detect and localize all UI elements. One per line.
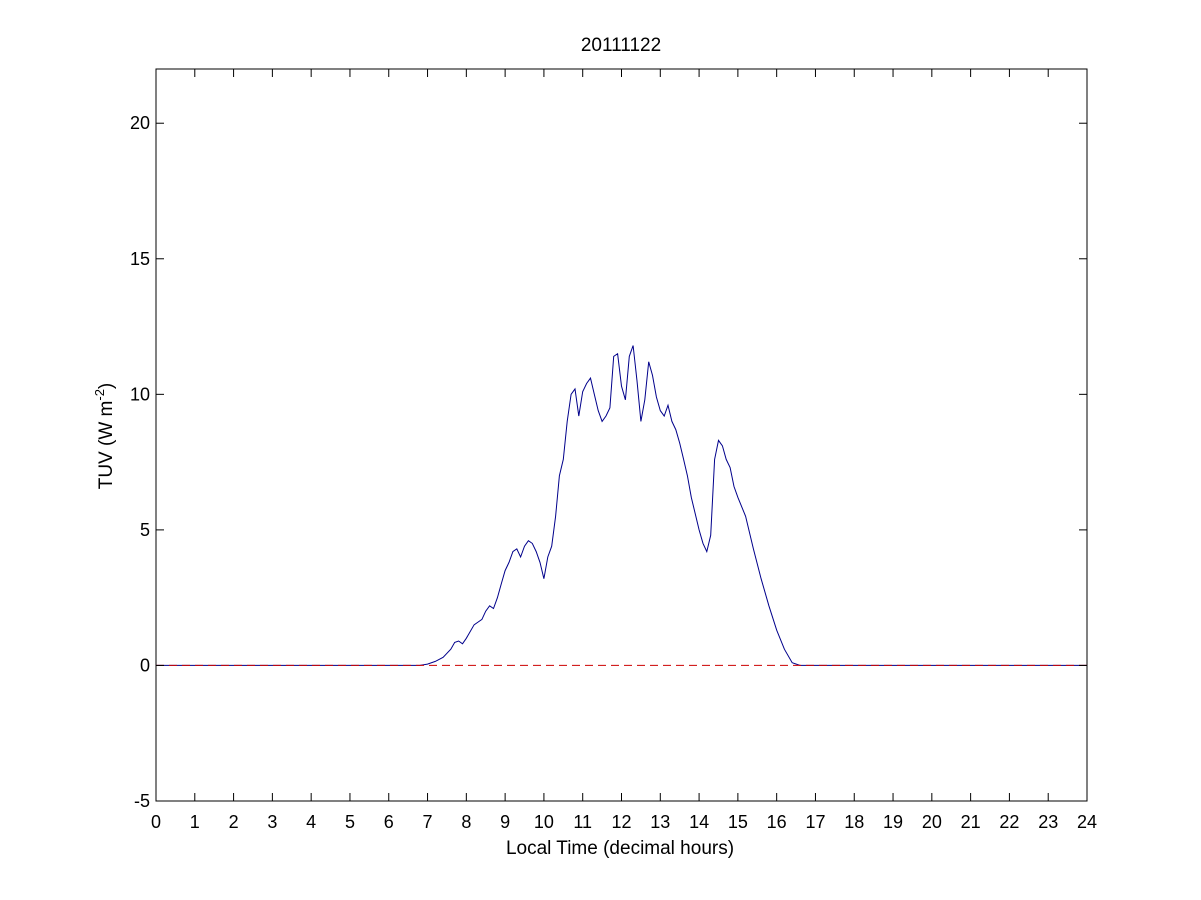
x-tick-label: 8: [461, 812, 471, 832]
x-tick-label: 20: [922, 812, 942, 832]
x-tick-label: 12: [611, 812, 631, 832]
y-axis-label: TUV (W m-2): [92, 383, 117, 490]
x-tick-label: 21: [961, 812, 981, 832]
ticks-layer: [155, 69, 1088, 802]
x-tick-label: 9: [500, 812, 510, 832]
x-tick-label: 2: [229, 812, 239, 832]
y-tick-label: 0: [140, 655, 150, 675]
x-tick-label: 3: [267, 812, 277, 832]
x-tick-label: 23: [1038, 812, 1058, 832]
y-tick-label: 15: [130, 249, 150, 269]
y-tick-label: 10: [130, 384, 150, 404]
x-tick-label: 14: [689, 812, 709, 832]
y-tick-label: 5: [140, 520, 150, 540]
x-axis-label: Local Time (decimal hours): [506, 838, 734, 859]
x-tick-label: 13: [650, 812, 670, 832]
y-tick-labels: -5 0 5 10 15 20: [130, 113, 150, 811]
x-tick-label: 22: [999, 812, 1019, 832]
x-tick-label: 16: [767, 812, 787, 832]
x-tick-label: 15: [728, 812, 748, 832]
x-tick-label: 4: [306, 812, 316, 832]
x-tick-label: 24: [1077, 812, 1097, 832]
x-tick-label: 7: [423, 812, 433, 832]
y-axis-label-close: ): [96, 383, 117, 389]
series-layer: [156, 345, 1087, 666]
x-tick-label: 19: [883, 812, 903, 832]
x-tick-labels: 0 1 2 3 4 5 6 7 8 9 10 11 12 13 14 15 16 17 18 19 20 21 22 23 24: [151, 812, 1097, 832]
plot-area: [155, 68, 1088, 802]
y-axis-label-exponent: -2: [92, 389, 107, 401]
x-tick-label: 5: [345, 812, 355, 832]
x-tick-label: 1: [190, 812, 200, 832]
x-tick-label: 17: [805, 812, 825, 832]
y-tick-label: -5: [134, 791, 150, 811]
tuv-series-line: [156, 345, 1087, 666]
y-tick-label: 20: [130, 113, 150, 133]
x-tick-label: 10: [534, 812, 554, 832]
chart-title: 20111122: [581, 35, 661, 56]
x-tick-label: 0: [151, 812, 161, 832]
x-tick-label: 18: [844, 812, 864, 832]
x-tick-label: 6: [384, 812, 394, 832]
y-axis-label-main: TUV (W m: [96, 401, 117, 490]
x-tick-label: 11: [573, 812, 592, 832]
